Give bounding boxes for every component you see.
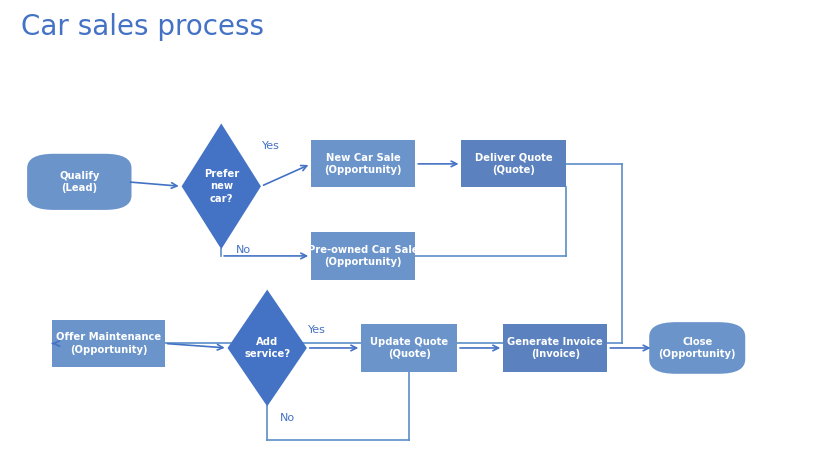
Polygon shape [227, 290, 307, 406]
FancyBboxPatch shape [27, 154, 131, 210]
FancyBboxPatch shape [361, 324, 458, 372]
Text: Pre-owned Car Sale
(Opportunity): Pre-owned Car Sale (Opportunity) [308, 245, 418, 267]
Text: Car sales process: Car sales process [21, 13, 264, 41]
Text: Yes: Yes [308, 326, 326, 335]
FancyBboxPatch shape [52, 320, 164, 367]
Text: Yes: Yes [262, 141, 280, 151]
Text: New Car Sale
(Opportunity): New Car Sale (Opportunity) [325, 153, 402, 175]
FancyBboxPatch shape [311, 140, 416, 188]
Polygon shape [182, 123, 261, 249]
Text: Deliver Quote
(Quote): Deliver Quote (Quote) [475, 153, 552, 175]
Text: Offer Maintenance
(Opportunity): Offer Maintenance (Opportunity) [56, 332, 161, 355]
FancyBboxPatch shape [503, 324, 607, 372]
FancyBboxPatch shape [311, 233, 416, 279]
Text: No: No [280, 413, 295, 423]
FancyBboxPatch shape [650, 322, 745, 374]
Text: Generate Invoice
(Invoice): Generate Invoice (Invoice) [508, 337, 603, 359]
Text: Qualify
(Lead): Qualify (Lead) [59, 171, 99, 193]
FancyBboxPatch shape [461, 140, 566, 188]
Text: Add
service?: Add service? [244, 337, 291, 359]
Text: Prefer
new
car?: Prefer new car? [204, 169, 239, 204]
Text: Update Quote
(Quote): Update Quote (Quote) [370, 337, 448, 359]
Text: Close
(Opportunity): Close (Opportunity) [659, 337, 736, 359]
Text: No: No [236, 245, 251, 255]
